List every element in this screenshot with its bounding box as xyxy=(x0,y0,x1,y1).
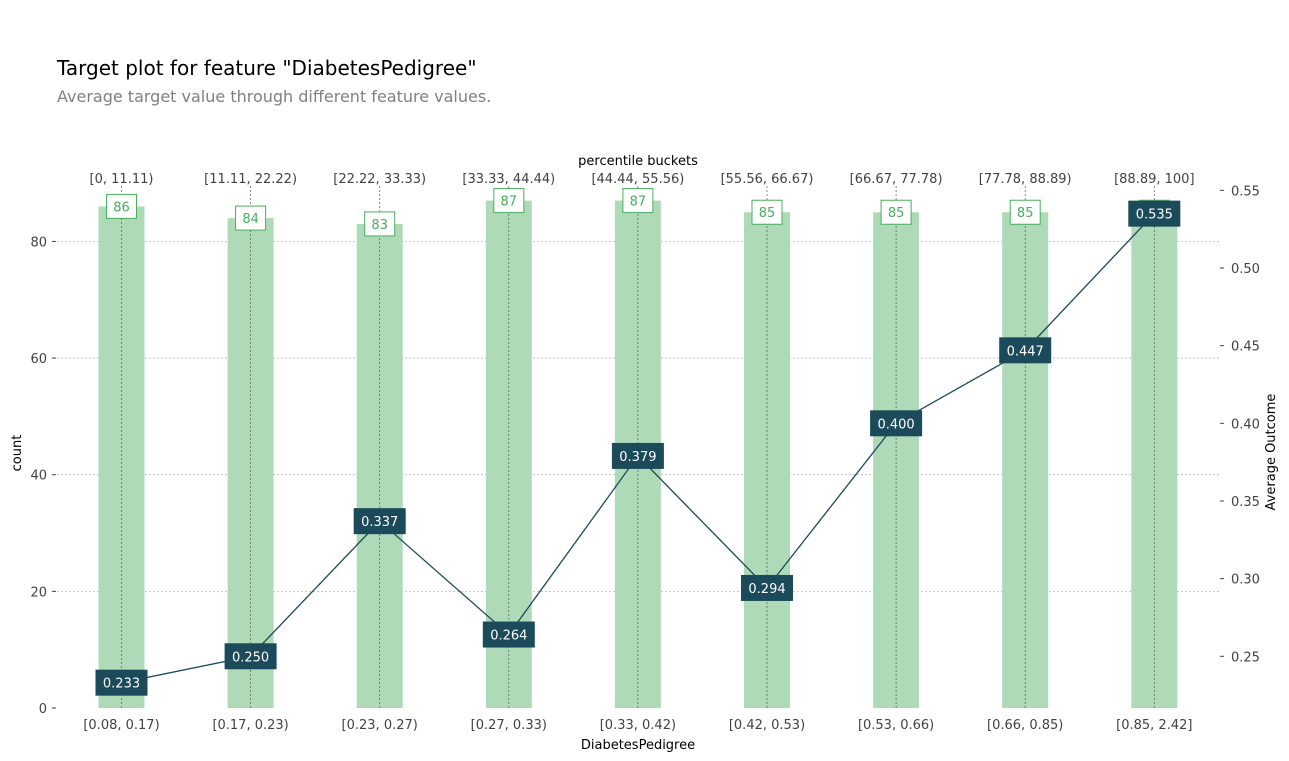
percentile-tick-label: [77.78, 88.89) xyxy=(979,172,1072,187)
average-label-box xyxy=(95,669,148,696)
top-axis-label: percentile buckets xyxy=(578,154,698,169)
average-label-box xyxy=(353,508,406,535)
average-label-box xyxy=(224,643,277,670)
count-label-box xyxy=(880,199,912,225)
x-tick-label: [0.23, 0.27) xyxy=(342,718,418,733)
percentile-tick-label: [66.67, 77.78) xyxy=(850,172,943,187)
labels-layer: 8684838787858585850.2330.2500.3370.2640.… xyxy=(95,188,1181,696)
x-tick-label: [0.08, 0.17) xyxy=(83,718,159,733)
x-tick-label: [0.53, 0.66) xyxy=(858,718,934,733)
count-label-box xyxy=(235,205,267,231)
percentile-tick-label: [55.56, 66.67) xyxy=(721,172,814,187)
left-tick-label: 0 xyxy=(39,702,47,717)
count-label-box xyxy=(493,188,525,214)
count-label: 87 xyxy=(630,195,647,210)
average-label: 0.233 xyxy=(103,677,140,692)
count-label: 86 xyxy=(113,200,130,215)
average-label: 0.535 xyxy=(1136,208,1173,223)
average-label-box xyxy=(611,442,664,469)
average-label-box xyxy=(741,574,793,601)
right-tick-label: 0.30 xyxy=(1231,573,1260,588)
right-tick-label: 0.35 xyxy=(1231,495,1260,510)
right-tick-label: 0.25 xyxy=(1231,650,1260,665)
left-tick-label: 60 xyxy=(30,352,47,367)
percentile-tick-label: [33.33, 44.44) xyxy=(462,172,555,187)
average-label-box xyxy=(870,410,923,437)
average-label: 0.294 xyxy=(748,582,785,597)
percentile-tick-label: [22.22, 33.33) xyxy=(333,172,426,187)
average-label-box xyxy=(1128,200,1181,227)
x-tick-label: [0.27, 0.33) xyxy=(471,718,547,733)
axes-layer: 0 20 40 60 80 0.25 0.30 0.35 0.40 0.45 0.50 0.55 [0.… xyxy=(10,154,1279,753)
count-label-box xyxy=(622,188,654,214)
average-label: 0.379 xyxy=(619,450,656,465)
average-label: 0.250 xyxy=(232,650,269,665)
percentile-tick-label: [11.11, 22.22) xyxy=(204,172,297,187)
x-tick-label: [0.42, 0.53) xyxy=(729,718,805,733)
average-label: 0.264 xyxy=(490,629,527,644)
x-tick-label: [0.17, 0.23) xyxy=(212,718,288,733)
average-label: 0.337 xyxy=(361,515,398,530)
average-label-box xyxy=(999,337,1052,364)
count-label: 87 xyxy=(501,195,518,210)
count-label-box xyxy=(1009,199,1041,225)
x-tick-label: [0.66, 0.85) xyxy=(987,718,1063,733)
percentile-tick-label: [0, 11.11) xyxy=(90,172,154,187)
right-tick-label: 0.40 xyxy=(1231,417,1260,432)
left-tick-label: 80 xyxy=(30,235,47,250)
left-tick-label: 40 xyxy=(30,469,47,484)
count-bar xyxy=(98,206,145,709)
count-label: 85 xyxy=(888,206,905,221)
average-label: 0.400 xyxy=(877,417,914,432)
x-tick-label: [0.33, 0.42) xyxy=(600,718,676,733)
percentile-tick-label: [88.89, 100] xyxy=(1114,172,1194,187)
count-label-box xyxy=(364,211,396,237)
x-axis-label: DiabetesPedigree xyxy=(581,738,695,753)
chart-subtitle: Average target value through different f… xyxy=(57,87,492,106)
chart-title: Target plot for feature "DiabetesPedigre… xyxy=(57,56,477,80)
count-label: 85 xyxy=(1017,206,1034,221)
right-tick-label: 0.45 xyxy=(1231,340,1260,355)
right-tick-label: 0.55 xyxy=(1231,184,1260,199)
percentile-tick-label: [44.44, 55.56) xyxy=(591,172,684,187)
y-axis-label-left: count xyxy=(10,435,25,472)
right-tick-label: 0.50 xyxy=(1231,262,1260,277)
count-label: 83 xyxy=(371,218,388,233)
count-label: 84 xyxy=(242,212,259,227)
count-label-box xyxy=(106,193,137,219)
x-tick-label: [0.85, 2.42] xyxy=(1116,718,1192,733)
average-label-box xyxy=(482,621,535,648)
left-tick-label: 20 xyxy=(30,585,47,600)
y-axis-label-right: Average Outcome xyxy=(1264,394,1279,511)
average-label: 0.447 xyxy=(1007,344,1044,359)
count-label: 85 xyxy=(759,206,776,221)
count-label-box xyxy=(751,199,783,225)
